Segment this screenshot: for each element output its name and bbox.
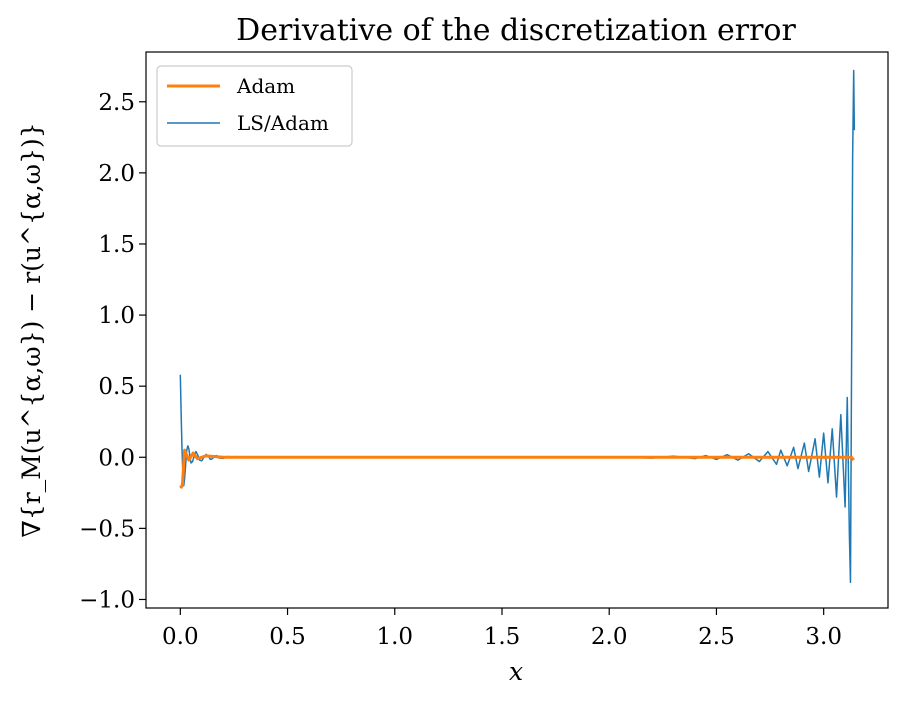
y-tick-label: 1.0 (98, 303, 135, 329)
chart-title: Derivative of the discretization error (236, 13, 796, 48)
y-tick-label: 1.5 (98, 232, 135, 258)
plot-frame (145, 51, 889, 609)
series-layer (179, 69, 856, 584)
x-tick-label: 3.0 (805, 624, 842, 650)
x-axis: 0.0 0.5 1.0 1.5 2.0 2.5 3.0 (162, 608, 842, 650)
legend-label: LS/Adam (237, 111, 329, 135)
x-tick-label: 0.5 (269, 624, 306, 650)
x-tick-label: 1.5 (484, 624, 521, 650)
y-tick-label: −0.5 (79, 516, 135, 542)
legend: Adam LS/Adam (156, 65, 353, 147)
plot-area (145, 51, 889, 609)
x-axis-label: x (509, 657, 523, 686)
y-axis-label: ∇{r_M(u^{α,ω}) − r(u^{α,ω})} (17, 122, 46, 537)
y-tick-label: 0.5 (98, 374, 135, 400)
x-tick-label: 1.0 (376, 624, 413, 650)
x-tick-label: 2.5 (698, 624, 735, 650)
series-line-adam (179, 448, 855, 489)
y-tick-label: 0.0 (98, 445, 135, 471)
legend-label: Adam (236, 74, 295, 98)
y-tick-label: 2.5 (98, 90, 135, 116)
y-axis: −1.0 −0.5 0.0 0.5 1.0 1.5 2.0 2.5 (79, 90, 146, 613)
y-tick-label: −1.0 (79, 587, 135, 613)
x-tick-label: 0.0 (162, 624, 199, 650)
y-tick-label: 2.0 (98, 161, 135, 187)
x-tick-label: 2.0 (591, 624, 628, 650)
